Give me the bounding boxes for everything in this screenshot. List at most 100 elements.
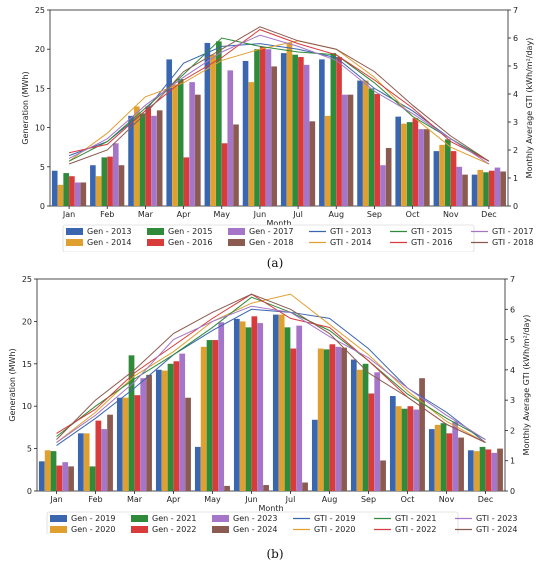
bar [69,176,75,206]
bar [133,106,140,206]
bar [101,157,108,206]
legend-label: GTI - 2023 [476,514,518,523]
legend-label: Gen - 2022 [152,525,197,534]
x-axis-label: Month [266,219,291,228]
bar [419,378,425,491]
bar [254,49,260,207]
bar [151,115,157,206]
legend-label: GTI - 2014 [330,238,372,247]
bar [330,53,337,207]
legend-swatch [50,515,67,522]
bar [204,42,211,206]
gti-line [56,305,486,443]
bar [257,323,264,491]
bar [452,421,459,491]
bar [83,433,90,491]
bar [412,118,419,206]
bar [424,129,430,206]
legend-swatch [228,228,245,235]
legend-label: Gen - 2020 [71,525,116,534]
bar [221,143,228,206]
bar [167,363,174,491]
bar [497,448,503,491]
y-tick-label: 5 [27,445,32,454]
bar [485,449,492,491]
bar [341,94,348,206]
y-tick-label: 10 [22,402,32,411]
bar [74,182,81,206]
gti-line [68,37,490,162]
bar [265,49,272,207]
bar [173,361,180,491]
bar [418,129,424,206]
legend-label: Gen - 2014 [87,238,132,247]
bar [271,66,277,206]
legend-label: Gen - 2023 [233,514,278,523]
bar [439,144,445,206]
y-tick-label: 20 [35,45,45,54]
bar [362,363,369,491]
y2-tick-label: 2 [513,146,518,155]
bar [471,174,478,206]
legend-label: GTI - 2015 [411,227,453,236]
bar [357,80,363,206]
bar [278,314,285,491]
bar [95,420,102,491]
y-tick-label: 15 [35,84,45,93]
legend-label: Gen - 2021 [152,514,197,523]
bar [477,169,484,206]
bar [185,397,191,491]
bar [456,166,463,206]
bar [242,60,249,207]
y-tick-label: 20 [22,317,32,326]
bar [395,116,402,206]
bar [122,397,129,491]
bar [263,485,269,491]
legend-label: Gen - 2017 [249,227,294,236]
x-tick-label: Jun [244,495,258,504]
y-tick-label: 5 [40,163,45,172]
legend-swatch [147,239,164,246]
panel-label-b: (b) [266,547,284,561]
bar [89,466,96,491]
bar [290,348,297,491]
bar [323,349,330,491]
x-tick-label: Oct [401,495,415,504]
y-tick-label: 25 [22,275,32,284]
y-tick-label: 0 [40,202,45,211]
bar [296,325,303,491]
bar [161,370,168,491]
bar [445,139,451,206]
bar [206,340,213,491]
x-tick-label: Nov [439,495,455,504]
bar [245,327,252,491]
gti-line [56,293,486,443]
x-tick-label: Sep [367,210,382,219]
bar [462,174,468,206]
bar [189,82,195,206]
legend-swatch [212,526,229,533]
bar [428,429,435,491]
legend-label: GTI - 2022 [395,525,437,534]
bar [494,167,501,206]
x-tick-label: Mar [138,210,154,219]
bar [216,41,222,206]
bar [433,151,440,206]
y2-tick-label: 6 [513,34,518,43]
bar [401,408,408,491]
bar [491,452,498,491]
y2-tick-label: 1 [513,174,518,183]
x-axis-label: Month [258,504,283,513]
bar [177,78,184,206]
bar [407,406,414,491]
y-tick-label: 0 [27,487,32,496]
legend-swatch [131,515,148,522]
bar [302,482,308,491]
bar [467,450,474,491]
legend-box [46,511,459,534]
legend-label: GTI - 2018 [492,238,534,247]
bar [380,460,386,491]
y2-axis-label: Monthly Average GTI (kWh/m²/day) [522,315,531,456]
y2-axis-label: Monthly Average GTI (kWh/m²/day) [525,38,534,179]
legend-label: GTI - 2019 [314,514,356,523]
